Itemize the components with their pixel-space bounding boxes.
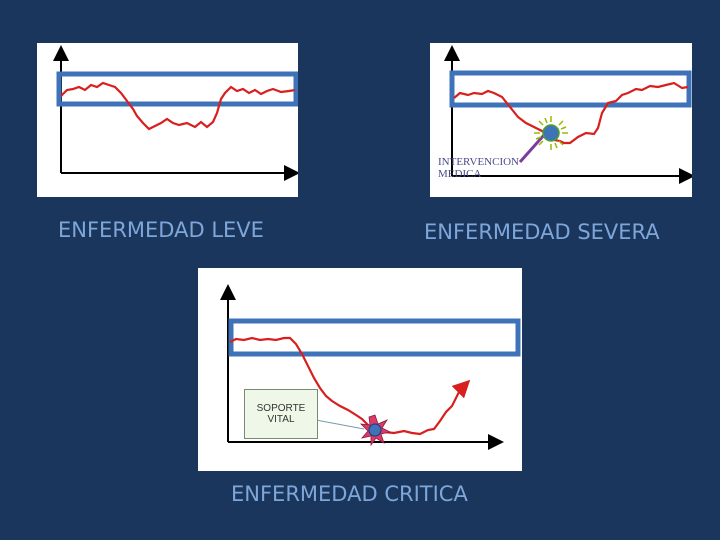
soporte-line2: VITAL xyxy=(267,414,295,425)
panel-enfermedad-leve xyxy=(37,43,298,197)
crisis-burst-icon xyxy=(359,414,392,447)
chart-leve xyxy=(53,45,298,181)
soporte-pointer xyxy=(315,419,365,430)
intervention-burst-icon xyxy=(534,116,568,150)
clinical-curve xyxy=(453,81,689,145)
panel-enfermedad-critica xyxy=(198,268,522,471)
annotation-line1: INTERVENCION xyxy=(438,156,519,168)
panel-enfermedad-severa xyxy=(430,43,692,197)
annotation-intervencion-medica: INTERVENCION MEDICA xyxy=(438,156,519,180)
caption-enfermedad-critica: ENFERMEDAD CRITICA xyxy=(231,482,468,506)
normal-range-band xyxy=(56,71,298,107)
caption-enfermedad-severa: ENFERMEDAD SEVERA xyxy=(424,220,660,244)
chart-severa xyxy=(444,45,692,184)
chart-critica xyxy=(220,284,521,450)
normal-range-band xyxy=(449,70,692,108)
clinical-curve xyxy=(60,81,296,131)
caption-enfermedad-leve: ENFERMEDAD LEVE xyxy=(58,218,264,242)
soporte-line1: SOPORTE xyxy=(256,403,306,414)
normal-range-band xyxy=(228,318,521,357)
intervention-pointer xyxy=(518,134,546,163)
soporte-vital-box: SOPORTE VITAL xyxy=(244,389,318,439)
annotation-line2: MEDICA xyxy=(438,168,482,180)
clinical-curve xyxy=(229,336,471,436)
